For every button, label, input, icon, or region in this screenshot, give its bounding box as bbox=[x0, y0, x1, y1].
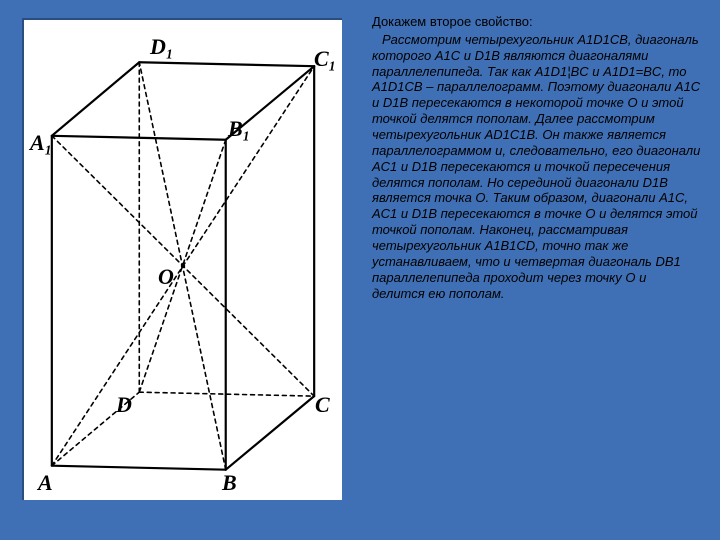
vertex-label-C1: C₁ bbox=[314, 46, 336, 72]
vertex-label-O: O bbox=[158, 264, 174, 290]
vertex-label-D1: D₁ bbox=[150, 34, 174, 60]
vertex-label-C: C bbox=[315, 392, 330, 418]
vertex-label-A: A bbox=[38, 470, 53, 496]
vertex-label-B: B bbox=[222, 470, 237, 496]
vertex-label-B1: B₁ bbox=[228, 116, 250, 142]
vertex-label-D: D bbox=[116, 392, 132, 418]
proof-lead: Докажем второе свойство: bbox=[372, 14, 702, 30]
figure-panel: A B C D A₁ B₁ C₁ D₁ O bbox=[22, 18, 342, 500]
vertex-label-A1: A₁ bbox=[30, 130, 52, 156]
proof-body: Рассмотрим четырехугольник A1D1CB, диаго… bbox=[372, 32, 702, 302]
proof-text-panel: Докажем второе свойство: Рассмотрим четы… bbox=[342, 0, 720, 315]
parallelepiped-diagram bbox=[24, 20, 342, 500]
